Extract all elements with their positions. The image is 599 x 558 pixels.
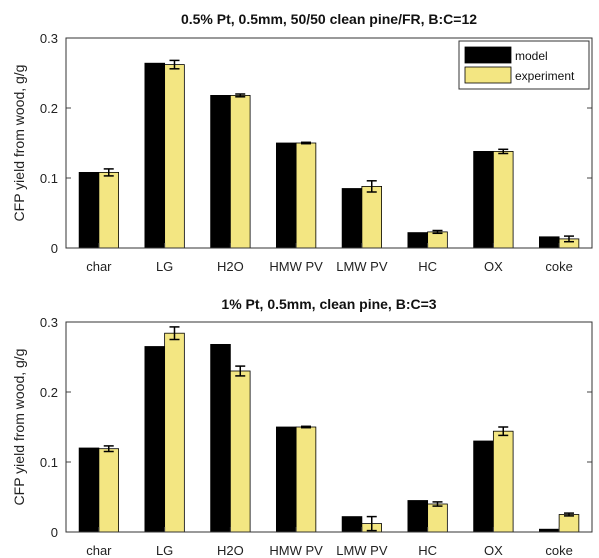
y-tick-label: 0.3	[40, 31, 58, 46]
legend-swatch-model	[464, 46, 512, 64]
legend: model experiment	[458, 40, 590, 90]
bar-model	[78, 447, 100, 533]
x-tick-label: LMW PV	[336, 543, 388, 558]
bar-model	[210, 343, 231, 533]
y-tick-label: 0.1	[40, 455, 58, 470]
bar-model	[341, 188, 363, 249]
x-tick-label: char	[86, 543, 112, 558]
bar-model	[275, 426, 297, 533]
chart-title: 1% Pt, 0.5mm, clean pine, B:C=3	[221, 296, 436, 312]
bar-experiment	[492, 150, 514, 249]
chart-title: 0.5% Pt, 0.5mm, 50/50 clean pine/FR, B:C…	[181, 11, 477, 27]
bar-model	[407, 500, 429, 533]
y-tick-label: 0	[51, 241, 58, 256]
bar-model	[275, 142, 297, 249]
bar-model	[473, 440, 494, 533]
y-tick-label: 0	[51, 525, 58, 540]
bar-experiment	[492, 430, 514, 533]
y-tick-label: 0.3	[40, 315, 58, 330]
bar-experiment	[558, 514, 580, 533]
x-tick-label: coke	[545, 259, 572, 274]
y-axis-label: CFP yield from wood, g/g	[11, 65, 27, 222]
bar-model	[473, 150, 494, 249]
x-tick-label: HMW PV	[269, 543, 323, 558]
x-tick-label: H2O	[217, 543, 244, 558]
bar-experiment	[229, 370, 251, 533]
bar-experiment	[295, 426, 317, 533]
bar-model	[539, 236, 560, 249]
bar-experiment	[164, 64, 185, 249]
x-tick-label: LG	[156, 543, 173, 558]
bar-model	[144, 346, 166, 533]
bar-model	[144, 62, 166, 249]
legend-swatch-experiment	[464, 66, 512, 84]
x-tick-label: HMW PV	[269, 259, 323, 274]
plot-frame	[65, 321, 593, 533]
bar-experiment	[427, 503, 448, 533]
bar-experiment	[98, 448, 120, 533]
x-tick-label: OX	[484, 543, 503, 558]
bar-model	[341, 516, 363, 533]
bar-experiment	[229, 95, 251, 249]
y-tick-label: 0.2	[40, 101, 58, 116]
bar-experiment	[361, 185, 383, 249]
x-tick-label: char	[86, 259, 112, 274]
bar-experiment	[427, 231, 448, 249]
y-tick-label: 0.2	[40, 385, 58, 400]
bar-model	[78, 171, 100, 249]
chart-1: 0.5% Pt, 0.5mm, 50/50 clean pine/FR, B:C…	[11, 11, 593, 274]
bar-experiment	[98, 171, 120, 249]
x-tick-label: HC	[418, 259, 437, 274]
legend-label: model	[515, 49, 548, 63]
legend-label: experiment	[515, 69, 575, 83]
bar-experiment	[164, 332, 185, 533]
y-tick-label: 0.1	[40, 171, 58, 186]
bar-model	[407, 232, 429, 249]
x-tick-label: LG	[156, 259, 173, 274]
bar-experiment	[295, 142, 317, 249]
chart-2: 1% Pt, 0.5mm, clean pine, B:C=3 CFP yield…	[11, 296, 593, 558]
x-tick-label: OX	[484, 259, 503, 274]
plot-frame	[65, 37, 593, 249]
bar-model	[210, 95, 231, 249]
x-tick-label: H2O	[217, 259, 244, 274]
x-tick-label: HC	[418, 543, 437, 558]
x-tick-label: LMW PV	[336, 259, 388, 274]
x-tick-label: coke	[545, 543, 572, 558]
y-axis-label: CFP yield from wood, g/g	[11, 349, 27, 506]
